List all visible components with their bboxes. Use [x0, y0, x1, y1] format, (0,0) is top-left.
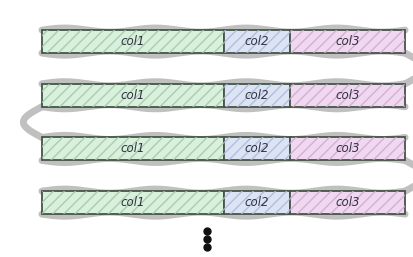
- Bar: [223, 191, 289, 214]
- Bar: [289, 191, 404, 214]
- Text: col2: col2: [244, 35, 268, 48]
- Text: col3: col3: [334, 35, 358, 48]
- Bar: [289, 137, 404, 160]
- Text: col1: col1: [120, 35, 145, 48]
- Bar: [223, 84, 289, 107]
- Bar: [223, 137, 289, 160]
- Text: col1: col1: [120, 89, 145, 102]
- Text: col1: col1: [120, 142, 145, 155]
- Bar: [289, 191, 404, 214]
- Bar: [289, 84, 404, 107]
- Text: col3: col3: [334, 196, 358, 209]
- Text: col3: col3: [334, 142, 358, 155]
- Text: col3: col3: [334, 89, 358, 102]
- Bar: [42, 137, 223, 160]
- Bar: [289, 84, 404, 107]
- Bar: [289, 30, 404, 53]
- Bar: [42, 84, 223, 107]
- Text: col2: col2: [244, 142, 268, 155]
- Bar: [289, 30, 404, 53]
- Text: col2: col2: [244, 89, 268, 102]
- Bar: [42, 191, 223, 214]
- Bar: [42, 30, 223, 53]
- Text: col1: col1: [120, 196, 145, 209]
- Bar: [42, 30, 223, 53]
- Bar: [42, 137, 223, 160]
- Text: col2: col2: [244, 196, 268, 209]
- Bar: [223, 191, 289, 214]
- Bar: [223, 30, 289, 53]
- Bar: [42, 84, 223, 107]
- Bar: [223, 84, 289, 107]
- Bar: [223, 137, 289, 160]
- Bar: [289, 137, 404, 160]
- Bar: [42, 191, 223, 214]
- Bar: [223, 30, 289, 53]
